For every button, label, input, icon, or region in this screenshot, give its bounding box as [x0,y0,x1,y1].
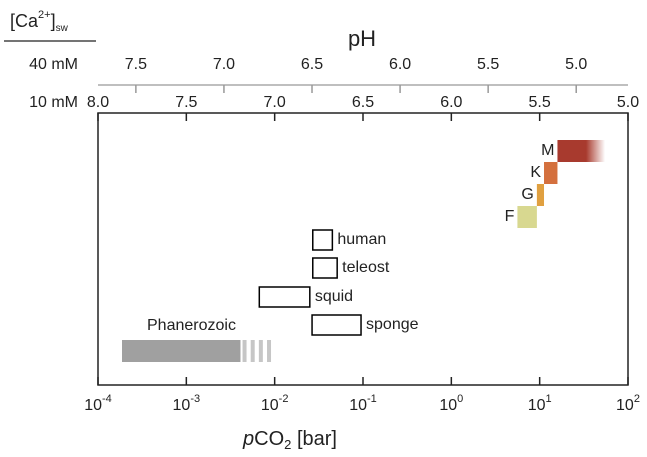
ca-sub: sw [56,23,69,34]
ph-tick-label: 6.0 [440,94,462,111]
range-label: squid [315,288,353,305]
x-tick-exponent: 1 [546,393,552,405]
ph-tick-label: 7.5 [125,56,147,73]
range-bar [557,140,606,162]
ph-tick-label: 5.5 [477,56,499,73]
range-dash [250,340,255,362]
x-tick-label: 10-2 [261,393,289,414]
ca-bracket: ] [51,11,56,31]
ph-axis-name: 40 mM [29,56,78,73]
x-label-unit: [bar] [291,428,337,450]
range-bar [122,340,241,362]
x-label-co: CO [254,428,284,450]
range-label: Phanerozoic [147,317,236,334]
range-label: F [505,208,515,225]
ca-label: [Ca2+]sw [10,9,69,34]
x-tick-base: 10 [261,397,279,414]
range-bar [311,314,362,336]
x-tick-exponent: -4 [102,393,112,405]
range-dash [242,340,247,362]
ph-tick-label: 5.0 [617,94,639,111]
ph-tick-label: 7.0 [264,94,286,111]
x-label: pCO2 [bar] [242,428,337,452]
ph-tick-label: 5.0 [565,56,587,73]
ph-tick-label: 5.5 [529,94,551,111]
x-tick-label: 102 [616,393,640,414]
ph-title: pH [348,26,376,51]
ph-tick-label: 6.5 [301,56,323,73]
x-tick-label: 101 [528,393,552,414]
x-tick-label: 10-3 [173,393,201,414]
x-tick-base: 10 [173,397,191,414]
x-tick-exponent: 2 [634,393,640,405]
x-tick-base: 10 [349,397,367,414]
x-tick-exponent: -3 [190,393,200,405]
x-tick-exponent: 0 [457,393,463,405]
range-bar [258,286,311,308]
range-bar [536,184,545,206]
x-label-sub: 2 [284,437,291,452]
ph-tick-label: 6.5 [352,94,374,111]
ph-tick-label: 7.0 [213,56,235,73]
ph-tick-label: 7.5 [175,94,197,111]
x-tick-base: 10 [616,397,634,414]
range-label: sponge [366,316,419,333]
x-tick-base: 10 [439,397,457,414]
x-tick-base: 10 [84,397,102,414]
x-tick-label: 10-1 [349,393,377,414]
range-bar [312,257,338,279]
range-label: G [521,186,533,203]
range-bar [312,229,334,251]
x-tick-base: 10 [528,397,546,414]
range-dash [267,340,272,362]
range-label: M [541,142,554,159]
range-label: K [530,164,541,181]
x-tick-label: 100 [439,393,463,414]
ph-tick-label: 8.0 [87,94,109,111]
ph-axis-name: 10 mM [29,94,78,111]
ca-text: [Ca [10,11,39,31]
x-label-p: p [242,428,254,450]
range-bar [517,206,537,228]
x-tick-exponent: -2 [279,393,289,405]
ca-charge: 2+ [38,9,51,21]
ph-tick-label: 6.0 [389,56,411,73]
x-tick-exponent: -1 [367,393,377,405]
range-dash [258,340,263,362]
range-label: teleost [342,259,390,276]
range-bar [544,162,558,184]
range-label: human [337,231,386,248]
x-tick-label: 10-4 [84,393,112,414]
